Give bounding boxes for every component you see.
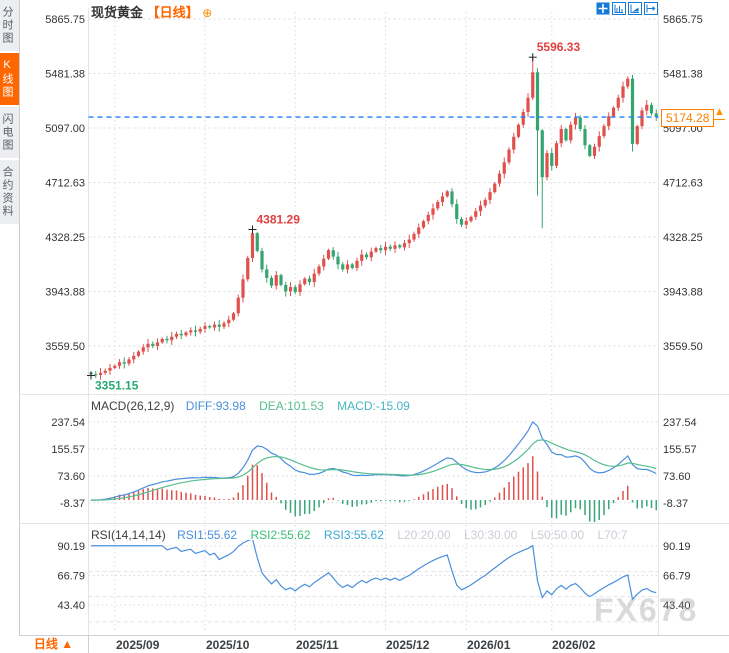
period-selector[interactable]: 日线 ▲ bbox=[19, 636, 89, 653]
svg-text:43.40: 43.40 bbox=[57, 600, 85, 612]
add-indicator-icon[interactable]: ⊕ bbox=[202, 6, 213, 20]
svg-text:73.60: 73.60 bbox=[663, 471, 691, 483]
svg-text:3943.88: 3943.88 bbox=[45, 286, 85, 298]
x-tick-label: 2025/10 bbox=[206, 638, 250, 652]
svg-text:66.79: 66.79 bbox=[57, 571, 85, 583]
svg-text:3559.50: 3559.50 bbox=[663, 341, 703, 353]
rsi3-value: RSI3:55.62 bbox=[323, 528, 384, 542]
svg-text:73.60: 73.60 bbox=[57, 471, 85, 483]
rsi-name: RSI(14,14,14) bbox=[91, 528, 166, 542]
period-tag: 【日线】 bbox=[146, 5, 199, 20]
zoom-axis-icon[interactable] bbox=[612, 2, 626, 15]
separator-main-macd bbox=[19, 394, 729, 395]
separator-macd-rsi bbox=[19, 523, 729, 524]
price-up-arrow-icon: ▲ bbox=[714, 106, 725, 120]
svg-text:237.54: 237.54 bbox=[663, 417, 697, 429]
rsi-l30-label: L30:30.00 bbox=[463, 528, 518, 542]
svg-text:5865.75: 5865.75 bbox=[45, 14, 85, 26]
time-axis-bar: 日线 ▲ 2025/09 2025/10 2025/11 2025/12 202… bbox=[19, 635, 729, 653]
svg-text:3559.50: 3559.50 bbox=[45, 341, 85, 353]
svg-text:4712.63: 4712.63 bbox=[45, 177, 85, 189]
macd-diff-value: DIFF:93.98 bbox=[185, 399, 246, 413]
svg-text:5481.38: 5481.38 bbox=[45, 69, 85, 81]
instrument-name: 现货黄金 bbox=[91, 5, 144, 20]
macd-header: MACD(26,12,9) DIFF:93.98 DEA:101.53 MACD… bbox=[91, 399, 410, 413]
macd-dea-value: DEA:101.53 bbox=[259, 399, 324, 413]
svg-text:5596.33: 5596.33 bbox=[537, 40, 581, 54]
svg-text:90.19: 90.19 bbox=[663, 541, 691, 553]
svg-text:43.40: 43.40 bbox=[663, 600, 691, 612]
svg-text:-8.37: -8.37 bbox=[60, 498, 85, 510]
svg-text:3351.15: 3351.15 bbox=[95, 379, 139, 393]
svg-text:4712.63: 4712.63 bbox=[663, 177, 703, 189]
period-label: 日线 bbox=[33, 637, 58, 651]
sidebar-item-time-chart[interactable]: 分时图 bbox=[0, 0, 19, 51]
macd-name: MACD(26,12,9) bbox=[91, 399, 175, 413]
svg-text:4328.25: 4328.25 bbox=[45, 232, 85, 244]
period-arrow-icon: ▲ bbox=[61, 637, 74, 651]
svg-text:4381.29: 4381.29 bbox=[257, 212, 301, 226]
sidebar-item-kline-chart[interactable]: K线图 bbox=[0, 53, 19, 105]
x-tick-label: 2025/12 bbox=[386, 638, 430, 652]
x-tick-label: 2025/09 bbox=[116, 638, 160, 652]
rsi-header: RSI(14,14,14) RSI1:55.62 RSI2:55.62 RSI3… bbox=[91, 528, 627, 542]
svg-text:-8.37: -8.37 bbox=[663, 498, 688, 510]
svg-text:4328.25: 4328.25 bbox=[663, 232, 703, 244]
svg-text:237.54: 237.54 bbox=[51, 417, 85, 429]
x-tick-label: 2026/01 bbox=[467, 638, 511, 652]
last-price-tag: 5174.28 bbox=[661, 109, 715, 127]
chart-title: 现货黄金 【日线】 ⊕ bbox=[91, 2, 212, 21]
sidebar-item-contract-info[interactable]: 合约资料 bbox=[0, 160, 19, 224]
svg-text:3943.88: 3943.88 bbox=[663, 286, 703, 298]
rsi1-value: RSI1:55.62 bbox=[177, 528, 238, 542]
sidebar-item-lightning-chart[interactable]: 闪电图 bbox=[0, 107, 19, 158]
rsi-l70-label: L70:7 bbox=[597, 528, 628, 542]
rsi-l50-label: L50:50.00 bbox=[530, 528, 585, 542]
svg-text:155.57: 155.57 bbox=[663, 444, 697, 456]
rsi2-value: RSI2:55.62 bbox=[250, 528, 311, 542]
svg-text:90.19: 90.19 bbox=[57, 541, 85, 553]
svg-text:155.57: 155.57 bbox=[51, 444, 85, 456]
crosshair-icon[interactable] bbox=[596, 2, 610, 15]
chart-toolbar bbox=[596, 2, 658, 15]
rsi-l20-label: L20:20.00 bbox=[397, 528, 451, 542]
svg-text:5481.38: 5481.38 bbox=[663, 69, 703, 81]
svg-text:5865.75: 5865.75 bbox=[663, 14, 703, 26]
macd-hist-value: MACD:-15.09 bbox=[337, 399, 410, 413]
x-tick-label: 2026/02 bbox=[552, 638, 596, 652]
exit-right-icon[interactable] bbox=[644, 2, 658, 15]
svg-text:5097.00: 5097.00 bbox=[45, 123, 85, 135]
x-tick-label: 2025/11 bbox=[296, 638, 339, 652]
scale-mode-icon[interactable] bbox=[628, 2, 642, 15]
chart-type-sidebar: 分时图 K线图 闪电图 合约资料 bbox=[0, 0, 20, 653]
svg-text:66.79: 66.79 bbox=[663, 571, 691, 583]
